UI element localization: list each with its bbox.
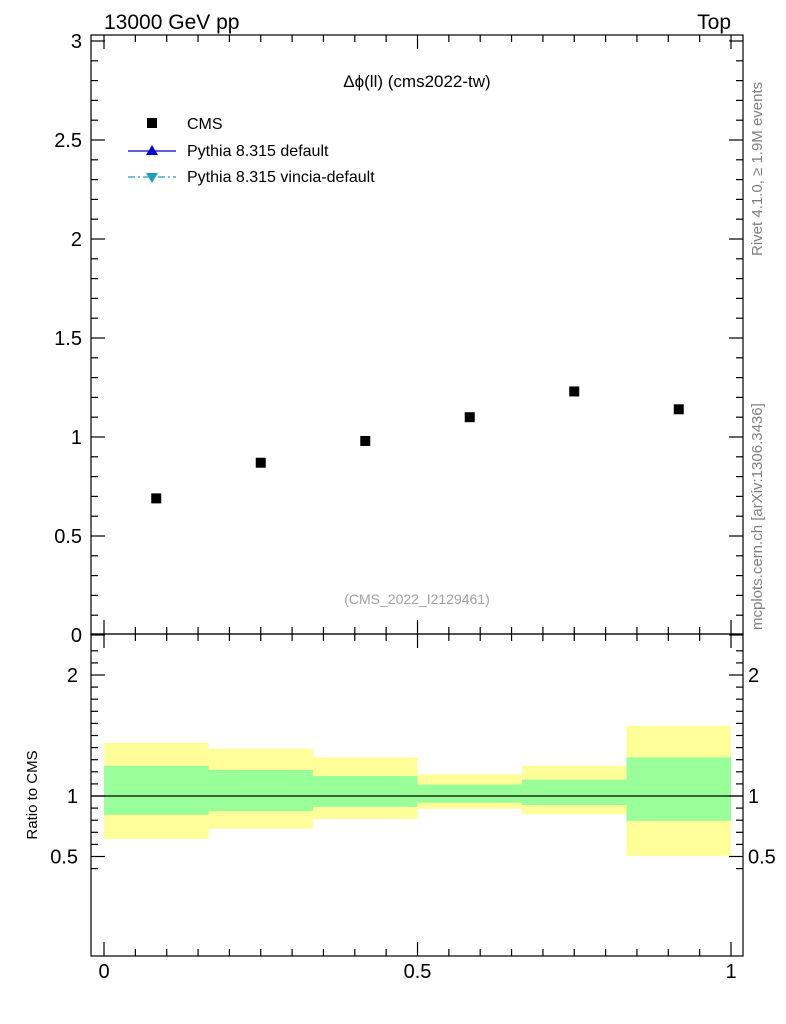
- cms-data-point: [255, 457, 266, 468]
- ratio-panel: 2 21 10.5 0.5 0 0.5 1 Ratio to CMS: [24, 633, 776, 983]
- ratio-y-tick-label: 2: [67, 665, 78, 687]
- main-panel: Δϕ(ll) (cms2022-tw) (CMS_2022_I2129461) …: [54, 31, 744, 647]
- ratio-y-tick-label-right: 2: [748, 665, 759, 687]
- main-y-tick-label: 0.5: [54, 526, 82, 548]
- ratio-x-tick-label: 0.5: [404, 961, 432, 983]
- ratio-inner-band: [417, 784, 523, 803]
- ratio-y-tick-label: 1: [67, 786, 78, 808]
- ratio-uncertainty-bands: [104, 725, 731, 856]
- ratio-y-label: Ratio to CMS: [24, 750, 41, 839]
- analysis-watermark: (CMS_2022_I2129461): [344, 591, 490, 607]
- legend-default-marker: [146, 145, 158, 155]
- legend-vincia-label: Pythia 8.315 vincia-default: [187, 169, 375, 186]
- ratio-x-tick-label: 0: [98, 961, 109, 983]
- main-y-tick-label: 2: [71, 229, 82, 251]
- ratio-y-tick-label: 0.5: [50, 847, 78, 869]
- legend-vincia-marker: [146, 173, 158, 183]
- legend-default-label: Pythia 8.315 default: [187, 143, 329, 160]
- legend-cms-marker: [147, 118, 157, 128]
- ratio-y-tick-label-right: 0.5: [748, 847, 776, 869]
- cms-data-point: [151, 493, 162, 504]
- mcplots-label: mcplots.cern.ch [arXiv:1306.3436]: [749, 403, 766, 630]
- ratio-x-tick-label: 1: [725, 961, 736, 983]
- ratio-inner-band: [104, 765, 209, 815]
- main-x-axis-ticks: [103, 35, 732, 634]
- legend-cms-label: CMS: [187, 116, 223, 133]
- ratio-inner-band: [208, 769, 313, 812]
- ratio-inner-band: [626, 757, 731, 821]
- main-y-tick-label: 1.5: [54, 328, 82, 350]
- cms-data-point: [360, 435, 371, 446]
- ratio-inner-band: [522, 779, 627, 806]
- cms-data-point: [569, 386, 580, 397]
- ratio-y-axis: 2 2 1 1 0.5 0.5: [50, 650, 776, 870]
- legend: CMS Pythia 8.315 default Pythia 8.315 vi…: [128, 116, 375, 186]
- energy-label: 13000 GeV pp: [104, 11, 239, 34]
- ratio-y-tick-label-right: 1: [748, 786, 759, 808]
- process-label: Top: [697, 11, 731, 34]
- cms-data-point: [464, 412, 475, 423]
- main-y-tick-label: 2.5: [54, 130, 82, 152]
- ratio-x-axis: 0 0.5 1: [98, 634, 737, 983]
- main-y-axis: 3 2.5 2 1.5 1 0.5 0: [54, 31, 743, 647]
- cms-data-point: [673, 404, 684, 415]
- main-y-tick-label: 0: [71, 625, 82, 647]
- main-title: Δϕ(ll) (cms2022-tw): [343, 72, 490, 91]
- ratio-inner-band: [312, 776, 418, 807]
- main-y-tick-label: 1: [71, 427, 82, 449]
- cms-data-points: [151, 386, 684, 504]
- main-y-tick-label: 3: [71, 31, 82, 53]
- rivet-label: Rivet 4.1.0, ≥ 1.9M events: [749, 82, 766, 256]
